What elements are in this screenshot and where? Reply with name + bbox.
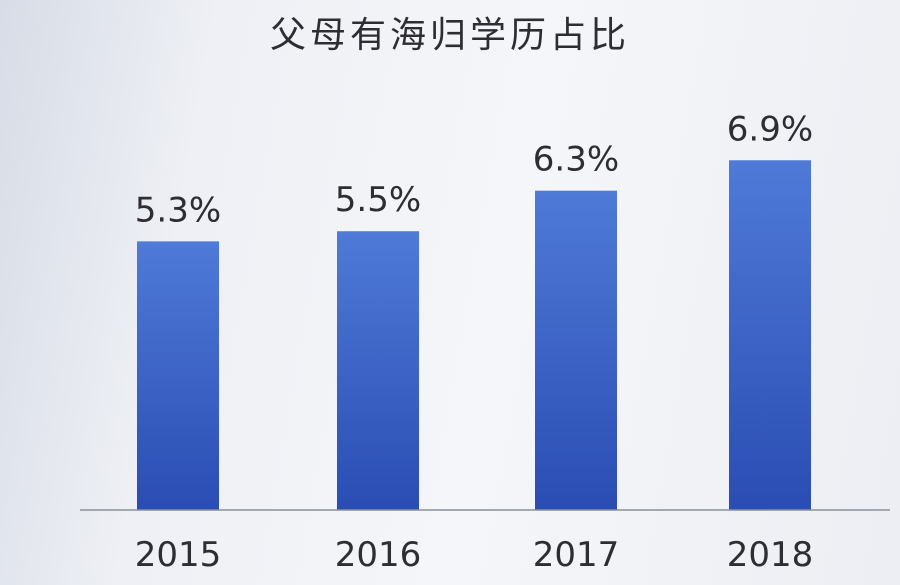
bar-2017 [535, 190, 617, 510]
chart-title: 父母有海归学历占比 [269, 15, 630, 56]
x-tick-label-2016: 2016 [335, 535, 422, 575]
value-label-2016: 5.5% [335, 180, 421, 220]
value-label-2017: 6.3% [533, 140, 619, 180]
bar-2015 [137, 241, 219, 510]
x-tick-label-2015: 2015 [135, 535, 222, 575]
value-label-2018: 6.9% [727, 109, 813, 149]
bar-2016 [337, 231, 419, 510]
x-tick-label-2018: 2018 [727, 535, 814, 575]
x-tick-label-2017: 2017 [533, 535, 620, 575]
value-label-2015: 5.3% [135, 190, 221, 230]
bar-2018 [729, 160, 811, 510]
